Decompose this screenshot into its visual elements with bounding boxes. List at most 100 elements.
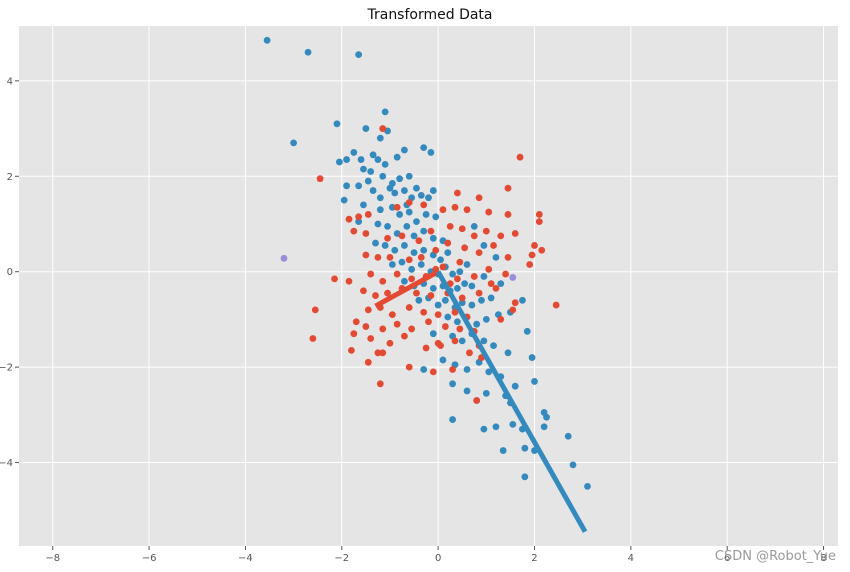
data-point <box>482 315 490 323</box>
data-point <box>396 211 403 218</box>
data-point <box>458 294 466 302</box>
data-point <box>331 275 338 283</box>
data-point <box>475 194 483 202</box>
x-tick-label: 6 <box>724 553 730 564</box>
data-point <box>364 211 372 218</box>
chart-title: Transformed Data <box>366 7 492 23</box>
data-point <box>497 315 505 323</box>
data-point <box>401 332 408 340</box>
data-point <box>429 368 437 376</box>
data-point <box>456 268 464 276</box>
data-point <box>386 184 394 192</box>
data-point <box>526 261 534 268</box>
plot-area <box>19 26 838 546</box>
data-point <box>509 420 517 428</box>
data-point <box>425 318 432 326</box>
data-point <box>482 389 490 397</box>
data-point <box>511 230 519 237</box>
data-point <box>405 363 413 371</box>
data-point <box>374 156 382 163</box>
data-point <box>458 337 466 345</box>
data-point <box>444 239 452 247</box>
data-point <box>367 335 375 342</box>
data-point <box>405 304 413 311</box>
data-point <box>345 277 353 285</box>
data-point <box>364 306 372 314</box>
data-point <box>564 432 572 440</box>
data-point <box>569 461 577 469</box>
data-point <box>345 215 353 223</box>
data-point <box>451 203 459 211</box>
vector-line <box>374 269 440 309</box>
data-point <box>420 308 428 316</box>
watermark: CSDN @Robot_Yue <box>714 549 836 564</box>
data-point <box>410 249 418 257</box>
data-point <box>425 194 432 202</box>
data-point <box>432 213 440 221</box>
data-point <box>413 184 420 192</box>
data-point <box>528 354 536 361</box>
data-point <box>463 366 471 373</box>
data-point <box>451 308 459 316</box>
data-point <box>374 349 382 357</box>
data-point <box>420 144 428 152</box>
data-point <box>519 296 526 304</box>
x-tick-label: 0 <box>435 553 441 564</box>
y-tick-label: 4 <box>7 76 13 87</box>
data-point <box>408 275 416 283</box>
data-point <box>480 273 488 280</box>
data-point <box>552 301 560 309</box>
data-point <box>480 337 488 345</box>
data-point <box>415 296 423 304</box>
data-point <box>391 189 399 197</box>
data-point <box>350 330 358 338</box>
data-point <box>427 292 435 299</box>
data-point <box>437 256 444 264</box>
data-point <box>362 323 370 330</box>
data-point <box>372 292 379 299</box>
data-point <box>470 273 478 280</box>
data-point <box>355 51 363 59</box>
data-point <box>511 382 519 390</box>
data-point <box>405 256 413 264</box>
data-point <box>463 261 471 268</box>
data-point <box>360 287 367 295</box>
data-point <box>458 225 466 233</box>
data-point <box>502 270 509 278</box>
data-point <box>355 218 363 225</box>
data-point <box>441 296 449 304</box>
data-point <box>360 201 367 209</box>
data-point <box>473 320 481 328</box>
data-point <box>350 227 358 235</box>
data-point <box>535 211 543 218</box>
data-point <box>434 311 442 319</box>
data-point <box>367 270 375 278</box>
data-point <box>388 311 396 319</box>
data-point <box>497 232 505 240</box>
data-point <box>504 253 512 261</box>
data-point <box>374 253 382 261</box>
data-point <box>352 318 360 326</box>
data-point <box>381 160 389 168</box>
y-tick-label: −2 <box>0 363 13 374</box>
data-point <box>364 358 372 366</box>
data-point <box>449 416 456 423</box>
data-point <box>369 187 377 194</box>
data-point <box>348 347 355 354</box>
x-tick-label: 8 <box>820 553 826 564</box>
data-point <box>398 232 406 240</box>
data-point <box>379 172 387 180</box>
data-point <box>531 378 538 385</box>
y-axis-ticks: −4 −2 0 2 4 <box>0 76 19 469</box>
data-point <box>441 323 449 330</box>
data-point <box>540 423 548 431</box>
y-tick-label: 2 <box>7 172 13 183</box>
data-point <box>381 242 389 249</box>
data-point <box>499 447 507 454</box>
data-point <box>379 125 387 132</box>
data-point <box>420 227 428 235</box>
data-point <box>490 242 497 249</box>
data-point <box>429 234 437 242</box>
data-point <box>384 289 391 297</box>
